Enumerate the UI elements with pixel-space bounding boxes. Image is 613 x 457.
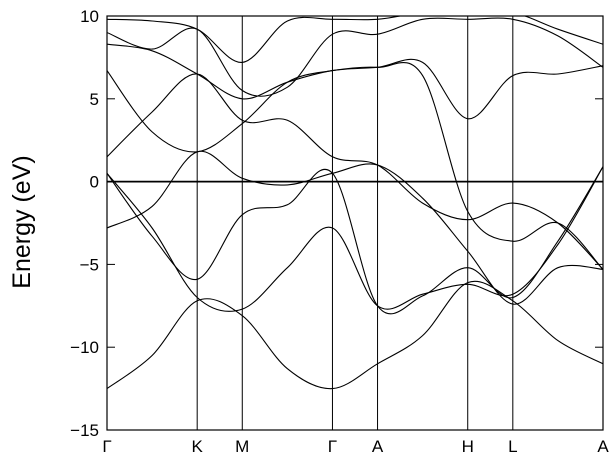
y-tick-label: −10 <box>70 338 99 357</box>
band-line-8 <box>107 17 603 97</box>
y-axis-title: Energy (eV) <box>8 155 36 288</box>
band-line-6 <box>107 62 603 270</box>
k-point-label: A <box>372 437 384 456</box>
k-point-label: A <box>597 437 609 456</box>
band-line-4 <box>107 150 603 305</box>
y-ticks: 10 5 0 −5 −10 −15 <box>70 7 603 440</box>
band-line-5 <box>107 73 603 270</box>
k-point-label: Γ <box>102 437 111 456</box>
band-line-3 <box>107 166 603 315</box>
k-point-lines <box>196 16 514 430</box>
k-point-label: L <box>508 437 517 456</box>
band-line-7 <box>107 43 603 120</box>
y-tick-label: −5 <box>80 255 99 274</box>
k-point-label: K <box>192 437 204 456</box>
band-lines <box>107 16 603 390</box>
band-line-2 <box>107 166 603 312</box>
k-point-label: M <box>235 437 249 456</box>
y-tick-label: 0 <box>90 173 99 192</box>
y-tick-label: 10 <box>80 7 99 26</box>
k-point-label: H <box>462 437 474 456</box>
y-tick-label: 5 <box>90 90 99 109</box>
k-point-label: Γ <box>328 437 337 456</box>
plot-frame <box>106 15 604 431</box>
band-line-1 <box>107 280 603 390</box>
band-line-9 <box>107 16 603 63</box>
y-tick-label: −15 <box>70 421 99 440</box>
